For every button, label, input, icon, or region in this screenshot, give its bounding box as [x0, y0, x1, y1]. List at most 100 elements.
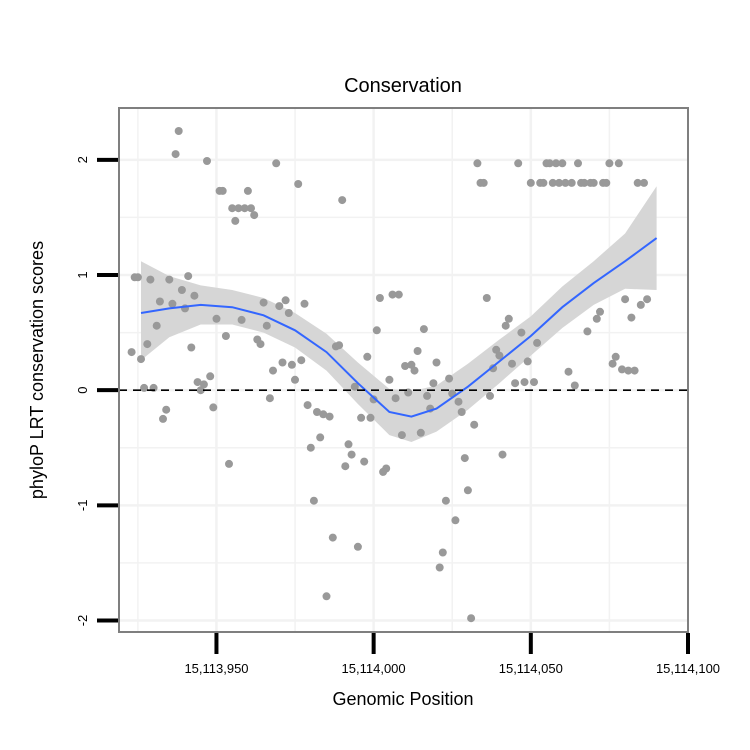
data-point — [508, 359, 516, 368]
data-point — [451, 516, 460, 525]
data-point — [247, 204, 255, 213]
data-point — [127, 348, 136, 357]
y-tick-label: -2 — [75, 615, 90, 627]
x-tick-label: 15,114,050 — [499, 661, 563, 676]
data-point — [413, 347, 422, 355]
data-point — [583, 327, 592, 336]
data-point — [564, 367, 573, 376]
y-tick-label: 0 — [75, 387, 90, 394]
data-point — [193, 378, 202, 387]
data-point — [438, 548, 447, 557]
data-point — [272, 159, 281, 168]
data-point — [140, 383, 149, 392]
data-point — [482, 294, 491, 302]
data-point — [309, 496, 318, 505]
data-point — [555, 178, 564, 187]
data-point — [486, 391, 494, 400]
data-point — [159, 414, 167, 423]
data-point — [133, 273, 142, 282]
data-point — [269, 366, 277, 375]
data-point — [454, 397, 463, 406]
data-point — [262, 321, 271, 330]
data-point — [397, 431, 406, 440]
data-point — [284, 309, 293, 317]
data-point — [621, 295, 630, 304]
data-point — [627, 313, 636, 322]
data-point — [441, 496, 450, 505]
panel-border — [118, 107, 689, 633]
data-point — [303, 401, 312, 410]
data-point — [614, 159, 623, 168]
data-point — [171, 150, 180, 159]
x-axis-label: Genomic Position — [332, 689, 473, 709]
data-point — [473, 159, 482, 168]
data-point — [190, 291, 199, 300]
y-axis-label: phyloP LRT conservation scores — [27, 241, 47, 499]
data-point — [278, 358, 287, 367]
data-point — [319, 410, 328, 419]
data-point — [463, 486, 472, 495]
data-point — [567, 178, 576, 187]
data-point — [281, 296, 290, 305]
x-tick-label: 15,113,950 — [184, 661, 248, 676]
data-point — [388, 290, 397, 299]
data-point — [630, 366, 639, 375]
data-point — [338, 196, 347, 205]
data-point — [347, 450, 356, 459]
data-point — [184, 272, 193, 281]
data-point — [187, 343, 196, 352]
data-point — [498, 450, 507, 459]
data-point — [203, 157, 211, 165]
data-point — [363, 352, 372, 361]
data-point — [221, 332, 230, 340]
data-point — [155, 297, 164, 306]
data-point — [457, 408, 466, 416]
data-point — [382, 464, 391, 473]
data-point — [401, 362, 410, 370]
y-tick-label: -1 — [75, 500, 90, 512]
data-point — [297, 356, 306, 365]
data-point — [410, 366, 419, 375]
data-point — [360, 457, 369, 466]
confidence-band — [141, 186, 657, 442]
data-point — [325, 412, 334, 421]
data-point — [366, 413, 375, 422]
data-point — [152, 321, 161, 330]
data-point — [624, 366, 633, 375]
data-point — [322, 592, 331, 601]
data-point — [432, 358, 441, 367]
data-point — [234, 204, 243, 213]
data-point — [460, 454, 469, 463]
data-point — [539, 178, 548, 187]
data-point — [275, 302, 284, 311]
data-point — [394, 290, 403, 299]
data-point — [228, 204, 237, 213]
data-point — [435, 563, 444, 572]
data-point — [495, 351, 504, 360]
data-point — [504, 314, 513, 323]
data-point — [206, 372, 215, 381]
data-point — [545, 159, 554, 168]
y-tick-label: 1 — [75, 271, 90, 278]
data-point — [174, 127, 183, 135]
data-point — [558, 159, 567, 168]
data-point — [240, 204, 249, 213]
data-point — [514, 159, 523, 168]
data-point — [316, 433, 325, 442]
data-point — [636, 300, 645, 309]
data-point — [602, 178, 611, 187]
data-point — [523, 357, 532, 366]
data-point — [385, 375, 394, 384]
data-point — [467, 614, 476, 623]
data-point — [589, 178, 598, 187]
data-point — [479, 178, 488, 187]
data-point — [640, 178, 648, 187]
data-point — [306, 443, 315, 452]
data-point — [533, 338, 542, 347]
data-point — [341, 462, 350, 471]
data-point — [608, 359, 617, 368]
data-point — [517, 328, 526, 337]
data-point — [489, 364, 498, 373]
data-point — [570, 381, 579, 390]
data-point — [162, 405, 171, 414]
